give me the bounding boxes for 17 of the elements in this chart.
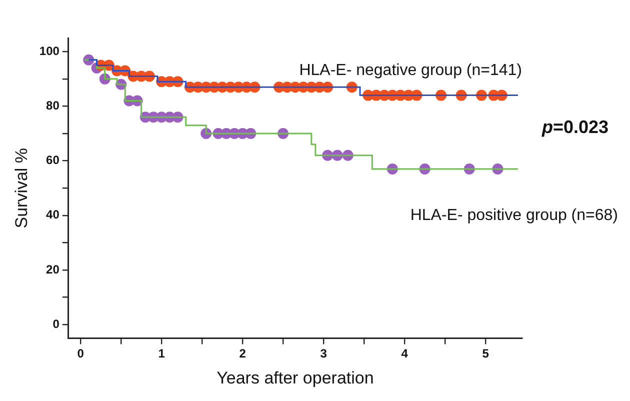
y-tick-label: 60 xyxy=(46,153,60,168)
x-tick-label: 4 xyxy=(401,346,408,361)
y-tick-label: 20 xyxy=(46,262,60,276)
x-tick-label: 0 xyxy=(77,346,84,361)
x-tick-label: 5 xyxy=(482,346,490,361)
x-axis-title: Years after operation xyxy=(216,368,374,388)
text: p=0.023 xyxy=(541,117,609,138)
text: HLA-E- positive group (n=68) xyxy=(410,206,618,224)
x-tick-label: 1 xyxy=(158,346,166,361)
x-tick-label: 2 xyxy=(239,346,246,361)
y-tick-label: 80 xyxy=(46,98,60,113)
series-label: HLA-E- negative group (n=141) xyxy=(299,62,522,80)
y-axis-title: Survival % xyxy=(12,148,31,228)
y-tick-label: 40 xyxy=(46,208,60,222)
x-tick-label: 3 xyxy=(320,346,328,361)
y-tick-label: 0 xyxy=(52,316,60,331)
y-tick-label: 100 xyxy=(39,44,60,58)
